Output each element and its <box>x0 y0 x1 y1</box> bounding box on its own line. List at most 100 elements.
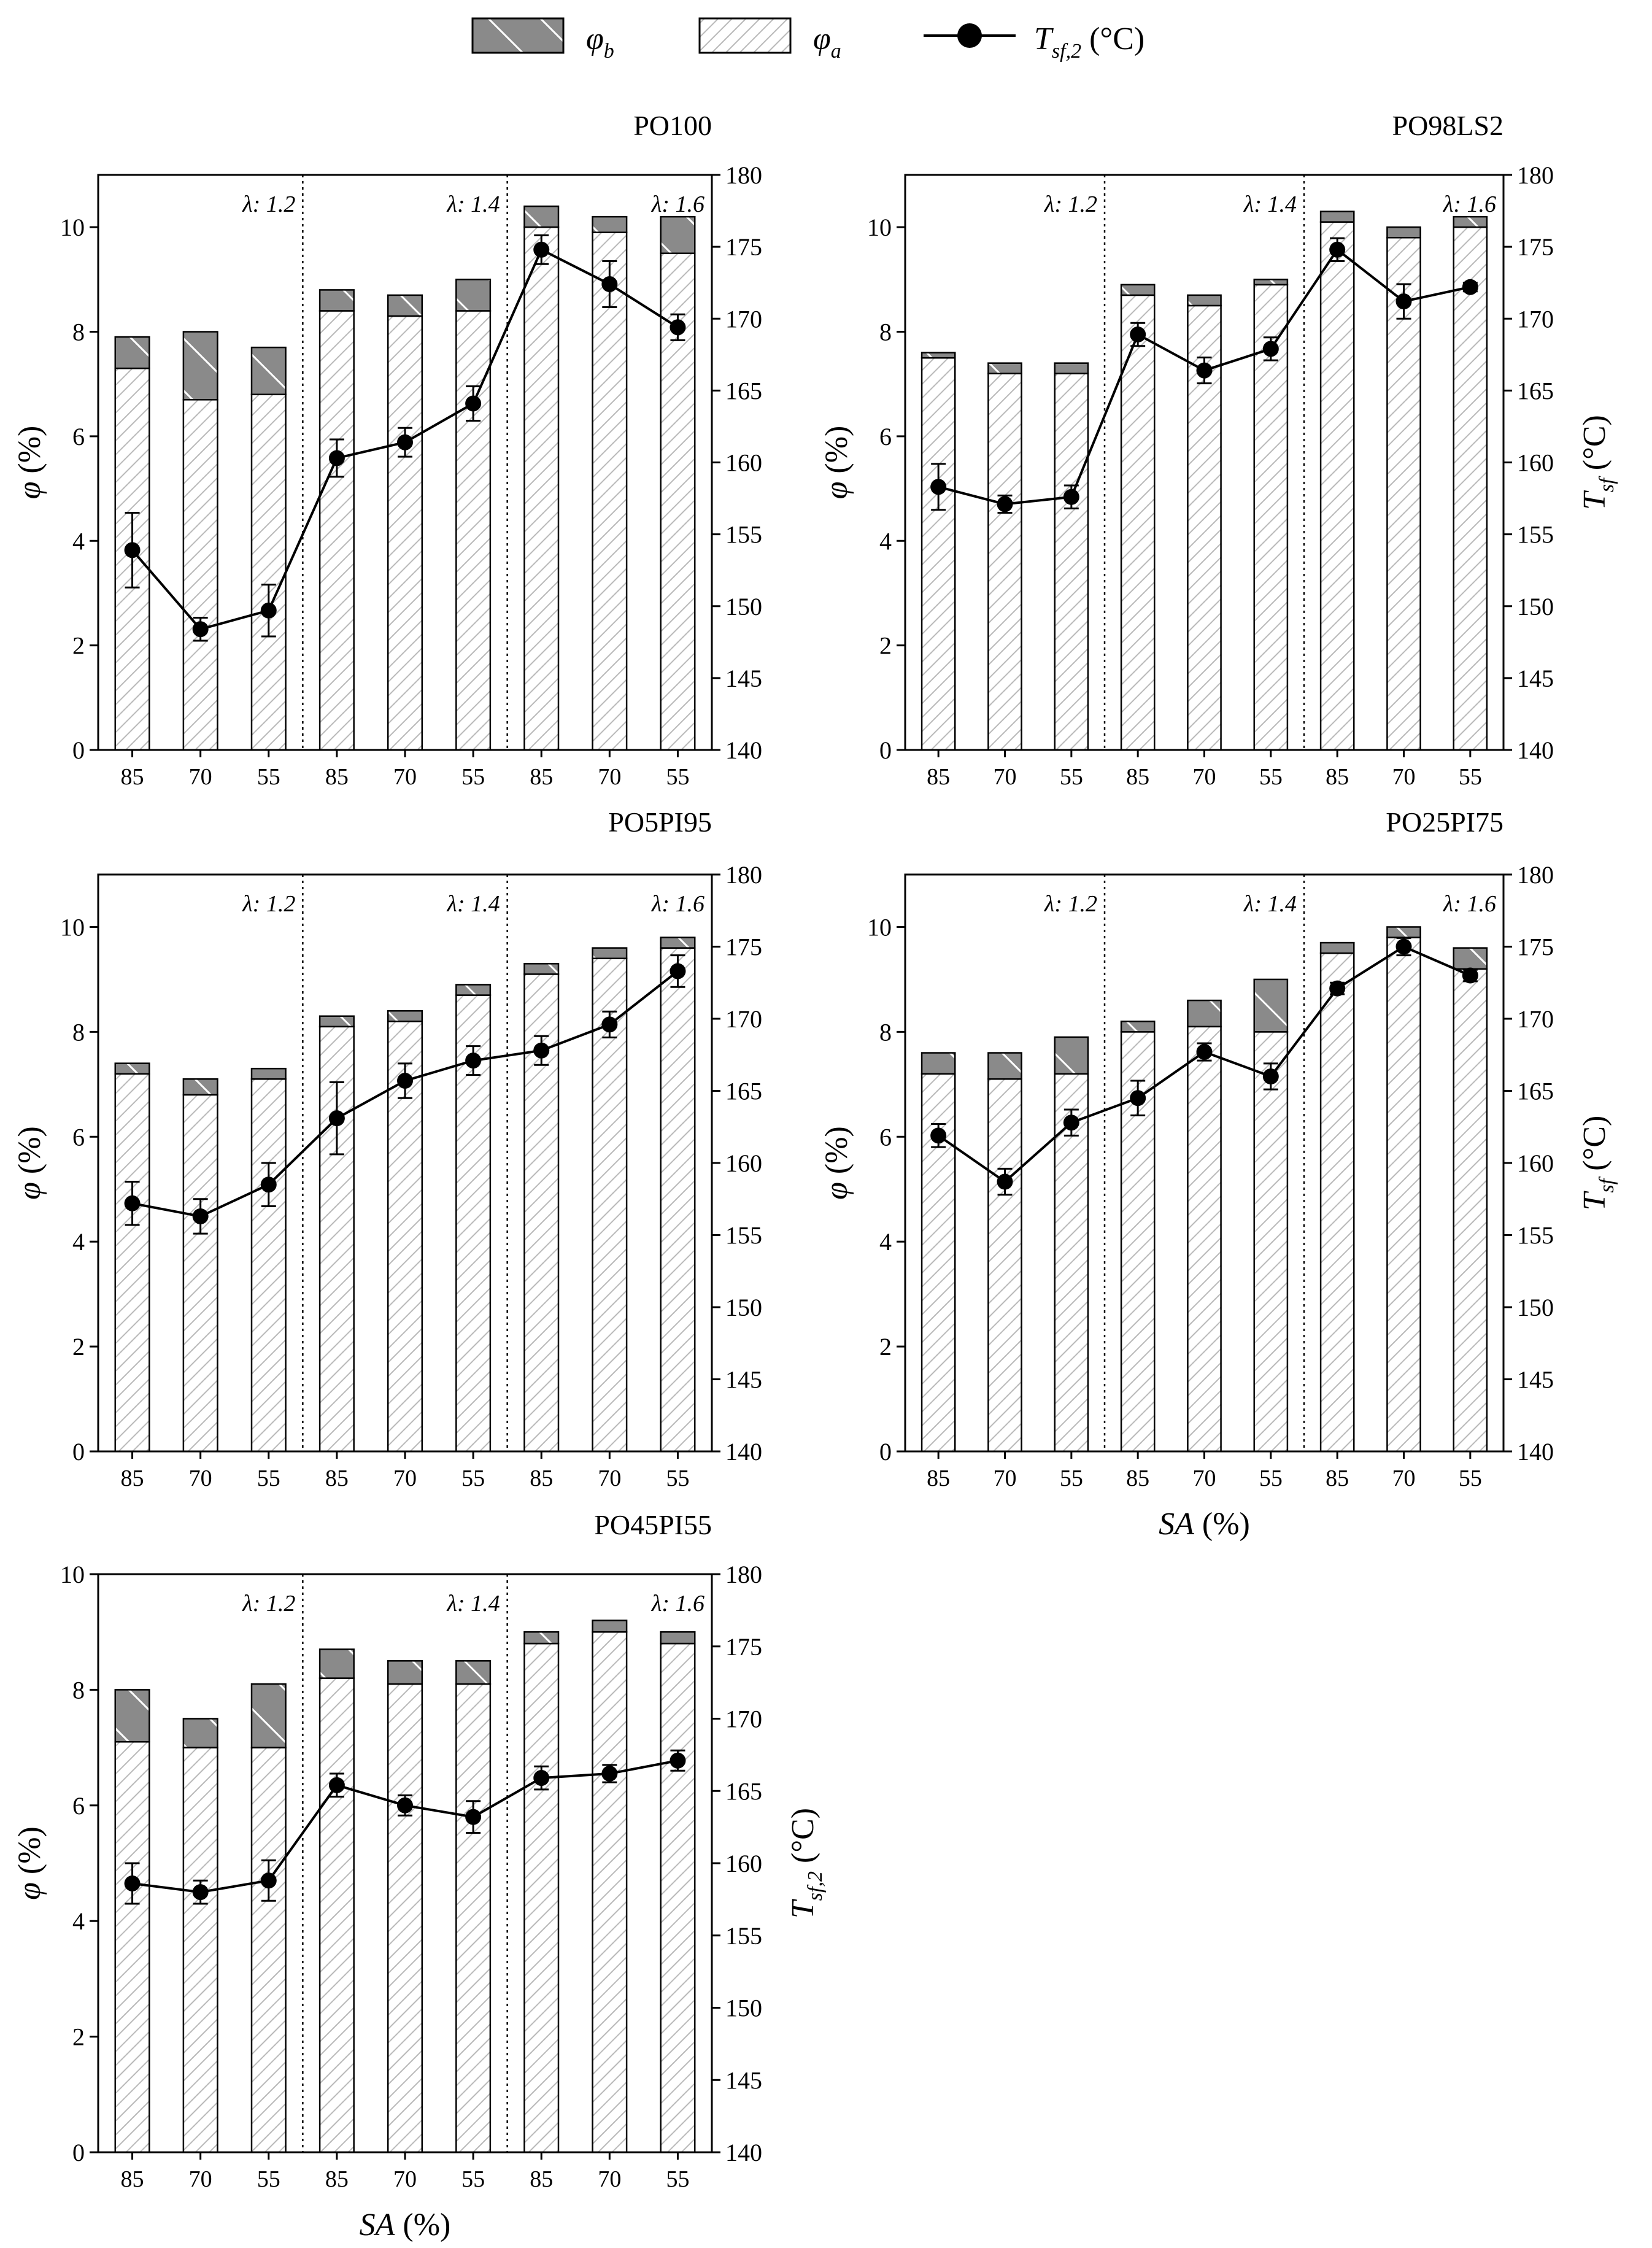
bar-phi-b <box>114 1689 150 1743</box>
y-axis-label: φ (%) <box>12 426 47 500</box>
x-tick-label: 85 <box>325 764 349 790</box>
y-tick-label: 6 <box>72 1792 85 1820</box>
y2-tick-label: 145 <box>1517 665 1554 692</box>
data-point-tsf <box>328 1777 345 1793</box>
data-point-tsf <box>192 1884 209 1901</box>
data-point-tsf <box>533 1770 550 1786</box>
bar-phi-a <box>523 226 560 751</box>
data-point-tsf <box>192 1208 209 1224</box>
x-tick-label: 55 <box>1060 1466 1083 1491</box>
y2-tick-label: 155 <box>1517 521 1554 549</box>
y-tick-label: 2 <box>72 2023 85 2051</box>
bar-phi-b <box>114 336 150 369</box>
bar-phi-a <box>1120 294 1156 751</box>
bar-phi-a <box>1319 952 1355 1453</box>
bar-phi-a <box>987 373 1022 751</box>
legend-label-phi-b: φb <box>586 21 614 63</box>
x-tick-label: 70 <box>598 2166 621 2192</box>
x-tick-label: 85 <box>530 2166 553 2192</box>
x-tick-label: 85 <box>1126 1466 1149 1491</box>
bar-phi-a <box>387 1683 423 2153</box>
x-tick-label: 70 <box>189 764 212 790</box>
legend-marker-tsf2 <box>957 23 982 48</box>
bar-phi-a <box>182 399 218 751</box>
bar-phi-b <box>1319 941 1355 954</box>
group-label: λ: 1.2 <box>1044 191 1097 217</box>
bar-phi-a <box>592 1631 628 2153</box>
data-point-tsf <box>997 1173 1013 1190</box>
data-point-tsf <box>328 1110 345 1127</box>
legend-label-tsf2: Tsf,2 (°C) <box>1034 21 1144 63</box>
bar-phi-a <box>250 1078 287 1453</box>
data-point-tsf <box>1262 1068 1279 1084</box>
chart-po5pi95: PO5PI95 λ: 1.2 λ: 1.4 λ: 1.6 0 2 4 6 8 10 140 145 15… <box>12 806 762 1491</box>
y-tick-label: 2 <box>879 632 892 660</box>
x-tick-label: 55 <box>1459 764 1482 790</box>
bar-phi-a <box>1253 284 1289 751</box>
bar-phi-b <box>455 279 492 312</box>
bar-phi-b <box>455 1660 492 1685</box>
data-point-tsf <box>1130 326 1146 343</box>
data-point-tsf <box>1262 341 1279 357</box>
data-point-tsf <box>397 1797 413 1813</box>
x-tick-label: 70 <box>1193 764 1216 790</box>
data-point-tsf <box>1063 489 1079 505</box>
bar-phi-b <box>987 1052 1022 1080</box>
y-tick-label: 4 <box>879 527 892 555</box>
y2-tick-label: 145 <box>725 1366 762 1394</box>
x-tick-label: 85 <box>1126 764 1149 790</box>
x-tick-label: 70 <box>393 764 417 790</box>
charts: PO100 λ: 1.2 λ: 1.4 λ: 1.6 0 2 4 6 8 10 140 145 150 1… <box>12 110 1618 2242</box>
group-label: λ: 1.4 <box>447 191 500 217</box>
bar-phi-a <box>182 1747 218 2153</box>
bar-phi-a <box>114 1073 150 1453</box>
y-tick-label: 4 <box>72 1228 85 1256</box>
y-tick-label: 0 <box>72 736 85 764</box>
bar-phi-a <box>318 1677 355 2153</box>
y2-tick-label: 170 <box>1517 1005 1554 1033</box>
x-tick-label: 55 <box>257 2166 280 2192</box>
y2-tick-label: 160 <box>725 1149 762 1177</box>
bar-phi-b <box>318 289 355 312</box>
x-tick-label: 55 <box>461 1466 485 1491</box>
chart-title: PO25PI75 <box>1386 806 1503 838</box>
group-label: λ: 1.2 <box>242 1591 295 1616</box>
x-tick-label: 55 <box>666 1466 689 1491</box>
y-axis-label: φ (%) <box>12 1826 47 1900</box>
x-tick-label: 85 <box>1326 764 1349 790</box>
chart-title: PO100 <box>633 110 712 141</box>
group-label: λ: 1.6 <box>1443 191 1496 217</box>
x-tick-label: 70 <box>598 764 621 790</box>
y-tick-label: 0 <box>879 736 892 764</box>
y2-tick-label: 150 <box>725 1294 762 1321</box>
chart-po45pi55: PO45PI55 λ: 1.2 λ: 1.4 λ: 1.6 0 2 4 6 8 10 140 145 1… <box>12 1509 827 2242</box>
bar-phi-a <box>318 310 355 751</box>
y2-tick-label: 175 <box>725 233 762 261</box>
bar-phi-b <box>250 346 287 396</box>
y-tick-label: 10 <box>60 913 85 941</box>
bar-phi-b <box>592 947 628 959</box>
bar-phi-b <box>455 984 492 996</box>
bar-phi-b <box>250 1683 287 1748</box>
bar-phi-a <box>455 310 492 751</box>
bar-phi-a <box>1386 236 1421 751</box>
y-tick-label: 0 <box>72 1438 85 1466</box>
data-point-tsf <box>1395 938 1412 955</box>
data-point-tsf <box>260 602 277 619</box>
bar-phi-a <box>455 1683 492 2153</box>
x-tick-label: 70 <box>994 1466 1017 1491</box>
bar-phi-b <box>182 1078 218 1096</box>
bar-phi-b <box>182 1718 218 1748</box>
x-tick-label: 85 <box>121 2166 144 2192</box>
y2-tick-label: 165 <box>1517 377 1554 404</box>
y2-tick-label: 175 <box>725 1633 762 1661</box>
y-tick-label: 6 <box>879 423 892 450</box>
y2-tick-label: 180 <box>725 161 762 189</box>
group-label: λ: 1.2 <box>242 891 295 917</box>
data-point-tsf <box>397 1073 413 1089</box>
bar-phi-b <box>1386 226 1421 239</box>
x-tick-label: 55 <box>1459 1466 1482 1491</box>
bar-phi-b <box>387 1660 423 1685</box>
bar-phi-b <box>1453 215 1488 228</box>
x-tick-label: 85 <box>325 1466 349 1491</box>
